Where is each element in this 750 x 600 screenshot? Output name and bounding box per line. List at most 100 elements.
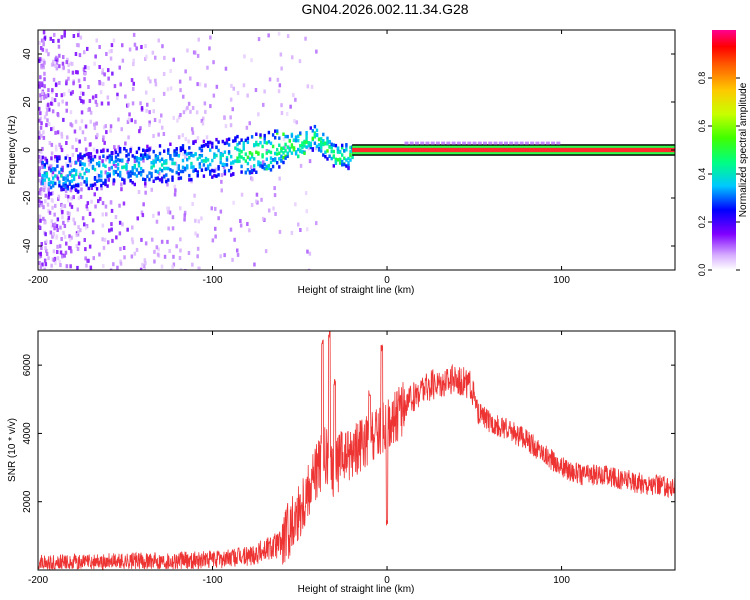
spectrogram-cell <box>259 164 262 168</box>
spectrogram-cell <box>67 88 71 93</box>
spectrogram-cell <box>276 161 279 165</box>
spectrogram-cell <box>187 139 190 144</box>
spectrogram-cell <box>49 185 53 190</box>
spectrogram-cell <box>332 164 335 168</box>
spectrogram-cell <box>163 254 167 259</box>
spectrogram-cell <box>39 111 42 116</box>
spectrogram-cell <box>301 143 304 148</box>
spectrogram-cell <box>78 139 81 144</box>
spectrogram-cell <box>44 199 47 204</box>
x-tick-label: -100 <box>203 275 223 286</box>
spectrogram-cell <box>108 166 111 171</box>
spectrogram-cell <box>45 171 49 176</box>
spectrogram-cell <box>313 141 317 145</box>
spectrogram-cell <box>70 185 74 190</box>
spectrogram-cell <box>51 173 54 178</box>
spectrogram-cell <box>172 57 175 62</box>
spectrogram-cell <box>123 178 126 182</box>
spectrogram-cell <box>273 186 276 191</box>
spectrogram-cell <box>263 166 266 171</box>
spectrogram-cell <box>253 262 256 267</box>
spectrogram-cell <box>39 265 43 270</box>
spectrogram-cell <box>89 119 92 124</box>
spectrogram-cell <box>81 162 84 166</box>
spectrogram-cell <box>206 144 210 148</box>
spectrogram-cell <box>229 227 233 232</box>
spectrogram-cell <box>107 240 110 245</box>
spectrogram-cell <box>246 140 250 144</box>
spectrogram-cell <box>147 151 151 156</box>
spectrogram-cell <box>52 59 55 64</box>
spectrogram-cell <box>125 163 128 167</box>
spectrogram-cell <box>246 136 250 141</box>
spectrogram-cell <box>47 52 50 57</box>
spectrogram-cell <box>152 98 155 103</box>
spectrogram-cell <box>110 49 113 53</box>
spectrogram-cell <box>240 164 243 169</box>
spectrogram-cell <box>430 141 435 145</box>
spectrogram-cell <box>220 179 223 184</box>
spectrogram-cell <box>65 141 68 145</box>
spectrogram-cell <box>56 57 59 62</box>
spectrogram-cell <box>140 45 143 49</box>
spectrogram-cell <box>66 135 69 140</box>
spectrogram-cell <box>137 146 141 151</box>
spectrogram-cell <box>280 66 283 71</box>
spectrogram-cell <box>191 130 195 135</box>
spectrogram-cell <box>193 50 197 55</box>
snr-xlabel: Height of straight line (km) <box>298 584 415 595</box>
spectrogram-cell <box>54 82 58 87</box>
spectrogram-cell <box>257 143 260 147</box>
spectrogram-cell <box>146 156 149 161</box>
spectrogram-cell <box>94 204 97 209</box>
spectrogram-cell <box>297 222 300 227</box>
spectrogram-cell <box>293 119 296 123</box>
spectrogram-cell <box>163 55 166 60</box>
spectrogram-cell <box>72 81 75 86</box>
spectrogram-cell <box>263 137 266 141</box>
snr-series <box>38 331 675 570</box>
spectrogram-cell <box>151 50 155 55</box>
spectrogram-cell <box>56 156 59 161</box>
spectrogram-cell <box>79 162 82 167</box>
spectrogram-cell <box>101 159 104 164</box>
spectrogram-cell <box>248 170 252 174</box>
spectrogram-cell <box>137 157 141 161</box>
spectrogram-cell <box>144 154 147 159</box>
colorbar-gradient <box>712 30 736 270</box>
spectrogram-cell <box>194 168 197 172</box>
spectrogram-cell <box>292 138 296 143</box>
spectrogram-cell <box>290 230 294 235</box>
spectrogram-cell <box>81 156 84 160</box>
spectrogram-cell <box>314 146 317 151</box>
spectrogram-cell <box>276 129 279 133</box>
spectrogram-cell <box>38 130 41 135</box>
spectrogram-cell <box>347 161 350 165</box>
spectrogram-cell <box>154 55 157 60</box>
spectrogram-cell <box>143 264 146 269</box>
spectrogram-cell <box>87 155 90 159</box>
spectrogram-cell <box>154 176 157 181</box>
spectrogram-cell <box>250 155 254 159</box>
spectrogram-cell <box>144 241 148 246</box>
spectrogram-cell <box>46 163 50 168</box>
spectrogram-cell <box>251 177 254 182</box>
spectrogram-cell <box>227 143 231 147</box>
spectrogram-cell <box>326 157 329 161</box>
spectrogram-cell <box>50 156 53 161</box>
spectrogram-cell <box>72 217 75 222</box>
spectrogram-cell <box>88 244 92 249</box>
spectrogram-cell <box>116 173 120 177</box>
spectrogram-cell <box>54 155 57 159</box>
spectrogram-cell <box>179 88 182 93</box>
spectrogram-cell <box>236 252 240 257</box>
snr-ylabel: SNR (10 * v/v) <box>7 418 18 482</box>
spectrogram-cell <box>121 58 125 63</box>
spectrogram-cell <box>187 101 191 106</box>
spectrogram-cell <box>108 228 111 233</box>
spectrogram-cell <box>61 204 64 209</box>
spectrogram-cell <box>43 60 46 65</box>
spectrogram-cell <box>48 210 52 215</box>
spectrogram-cell <box>206 164 210 168</box>
spectrogram-cell <box>265 149 269 153</box>
